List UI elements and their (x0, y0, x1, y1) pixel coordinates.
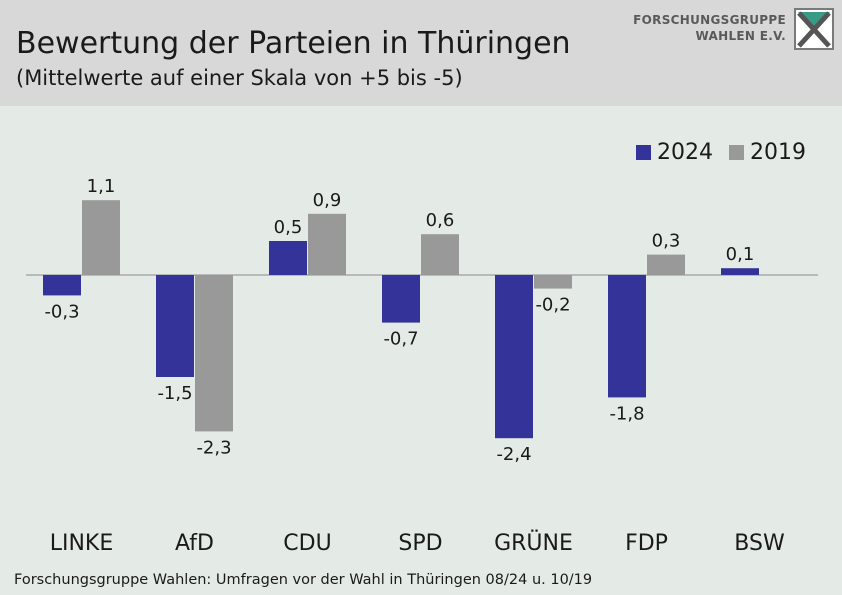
data-label-2024-spd: -0,7 (383, 329, 418, 350)
category-label-cdu: CDU (283, 531, 331, 556)
data-label-2019-fdp: 0,3 (652, 231, 681, 252)
bar-2024-spd (382, 275, 420, 323)
category-label-grüne: GRÜNE (494, 530, 573, 556)
data-label-2019-grüne: -0,2 (535, 295, 570, 316)
bar-2024-bsw (721, 268, 759, 275)
chart-subtitle: (Mittelwerte auf einer Skala von +5 bis … (16, 66, 463, 90)
data-label-2024-linke: -0,3 (44, 301, 79, 322)
logo-x-icon (794, 8, 834, 50)
logo-text-line2: WAHLEN E.V. (695, 29, 786, 43)
bar-2024-afd (156, 275, 194, 377)
chart-title: Bewertung der Parteien in Thüringen (16, 26, 571, 61)
bar-2019-afd (195, 275, 233, 432)
bar-2024-linke (43, 275, 81, 296)
data-label-2019-spd: 0,6 (426, 210, 455, 231)
chart-legend: 2024 2019 (636, 138, 806, 166)
bar-2019-cdu (308, 213, 346, 275)
bar-2024-cdu (269, 241, 307, 275)
fgw-logo: FORSCHUNGSGRUPPE WAHLEN E.V. (633, 8, 836, 52)
bar-2024-fdp (608, 275, 646, 398)
bar-2024-grüne (495, 275, 533, 439)
bar-2019-grüne (534, 275, 572, 289)
legend-swatch-2019 (729, 144, 744, 160)
data-label-2019-linke: 1,1 (87, 176, 116, 197)
bar-2019-spd (421, 234, 459, 275)
data-label-2024-bsw: 0,1 (726, 244, 755, 265)
legend-label-2024: 2024 (657, 139, 713, 165)
data-label-2019-afd: -2,3 (196, 437, 231, 458)
category-label-fdp: FDP (625, 531, 668, 556)
source-note: Forschungsgruppe Wahlen: Umfragen vor de… (14, 572, 593, 588)
category-label-bsw: BSW (734, 531, 785, 556)
data-label-2019-cdu: 0,9 (313, 190, 342, 211)
header: Bewertung der Parteien in Thüringen (Mit… (0, 0, 842, 106)
category-label-afd: AfD (175, 531, 214, 556)
data-label-2024-cdu: 0,5 (274, 217, 303, 238)
bar-2019-fdp (647, 254, 685, 275)
data-label-2024-afd: -1,5 (157, 383, 192, 404)
legend-swatch-2024 (636, 144, 651, 160)
data-label-2024-fdp: -1,8 (609, 403, 644, 424)
data-label-2024-grüne: -2,4 (496, 444, 531, 465)
category-label-linke: LINKE (50, 531, 114, 556)
legend-label-2019: 2019 (750, 139, 806, 165)
bar-2019-linke (82, 200, 120, 275)
category-label-spd: SPD (398, 531, 442, 556)
logo-text-line1: FORSCHUNGSGRUPPE (633, 13, 786, 27)
